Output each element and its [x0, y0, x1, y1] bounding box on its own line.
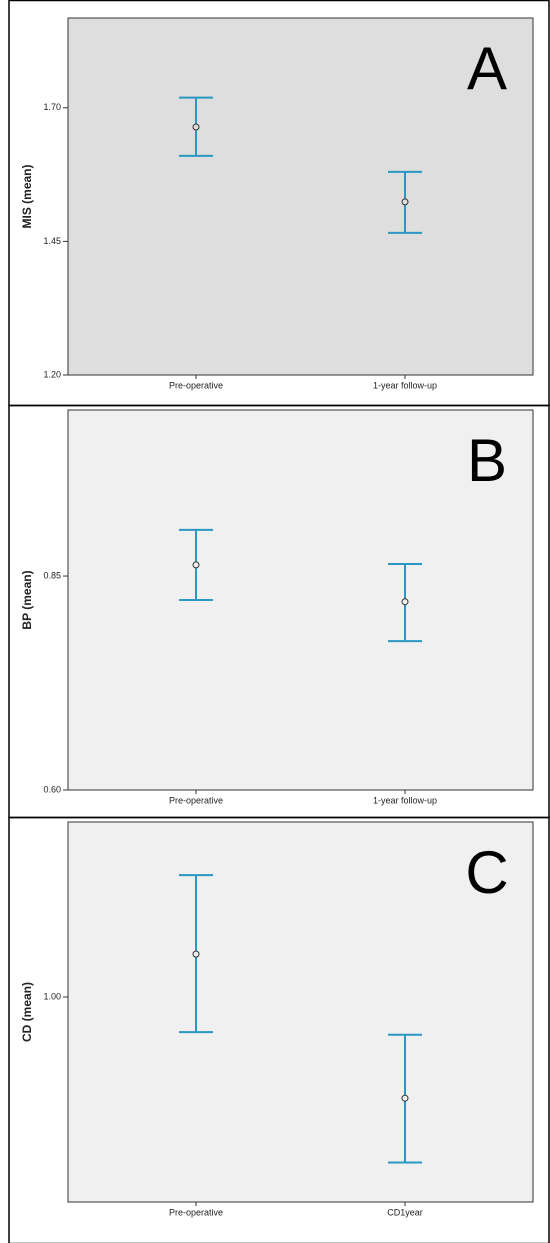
- x-tick-label: 1-year follow-up: [373, 380, 437, 390]
- y-axis-label: BP (mean): [20, 570, 34, 629]
- mean-point: [401, 598, 409, 606]
- y-tick-label: 0.85: [43, 570, 61, 580]
- x-tick-label: 1-year follow-up: [373, 795, 437, 805]
- x-tick-label: Pre-operative: [169, 380, 223, 390]
- mean-point: [401, 198, 409, 206]
- plot-area: [67, 821, 534, 1203]
- x-tick-label: CD1year: [387, 1207, 423, 1217]
- x-tick-label: Pre-operative: [169, 1207, 223, 1217]
- y-tick-label: 1.00: [43, 991, 61, 1001]
- y-tick-label: 1.70: [43, 102, 61, 112]
- mean-point: [192, 123, 200, 131]
- y-tick-label: 1.45: [43, 236, 61, 246]
- panel-border: [8, 816, 550, 1243]
- y-tick-label: 0.60: [43, 784, 61, 794]
- mean-point: [192, 950, 200, 958]
- plot-area: [67, 409, 534, 791]
- mean-point: [192, 561, 200, 569]
- y-axis-label: CD (mean): [20, 982, 34, 1042]
- mean-point: [401, 1094, 409, 1102]
- y-tick-label: 1.20: [43, 369, 61, 379]
- panel-annotation: B: [467, 427, 507, 494]
- y-axis-label: MIS (mean): [20, 164, 34, 228]
- x-tick-label: Pre-operative: [169, 795, 223, 805]
- panel-annotation: A: [467, 35, 507, 102]
- panel-annotation: C: [465, 839, 508, 906]
- plot-area: [67, 17, 534, 376]
